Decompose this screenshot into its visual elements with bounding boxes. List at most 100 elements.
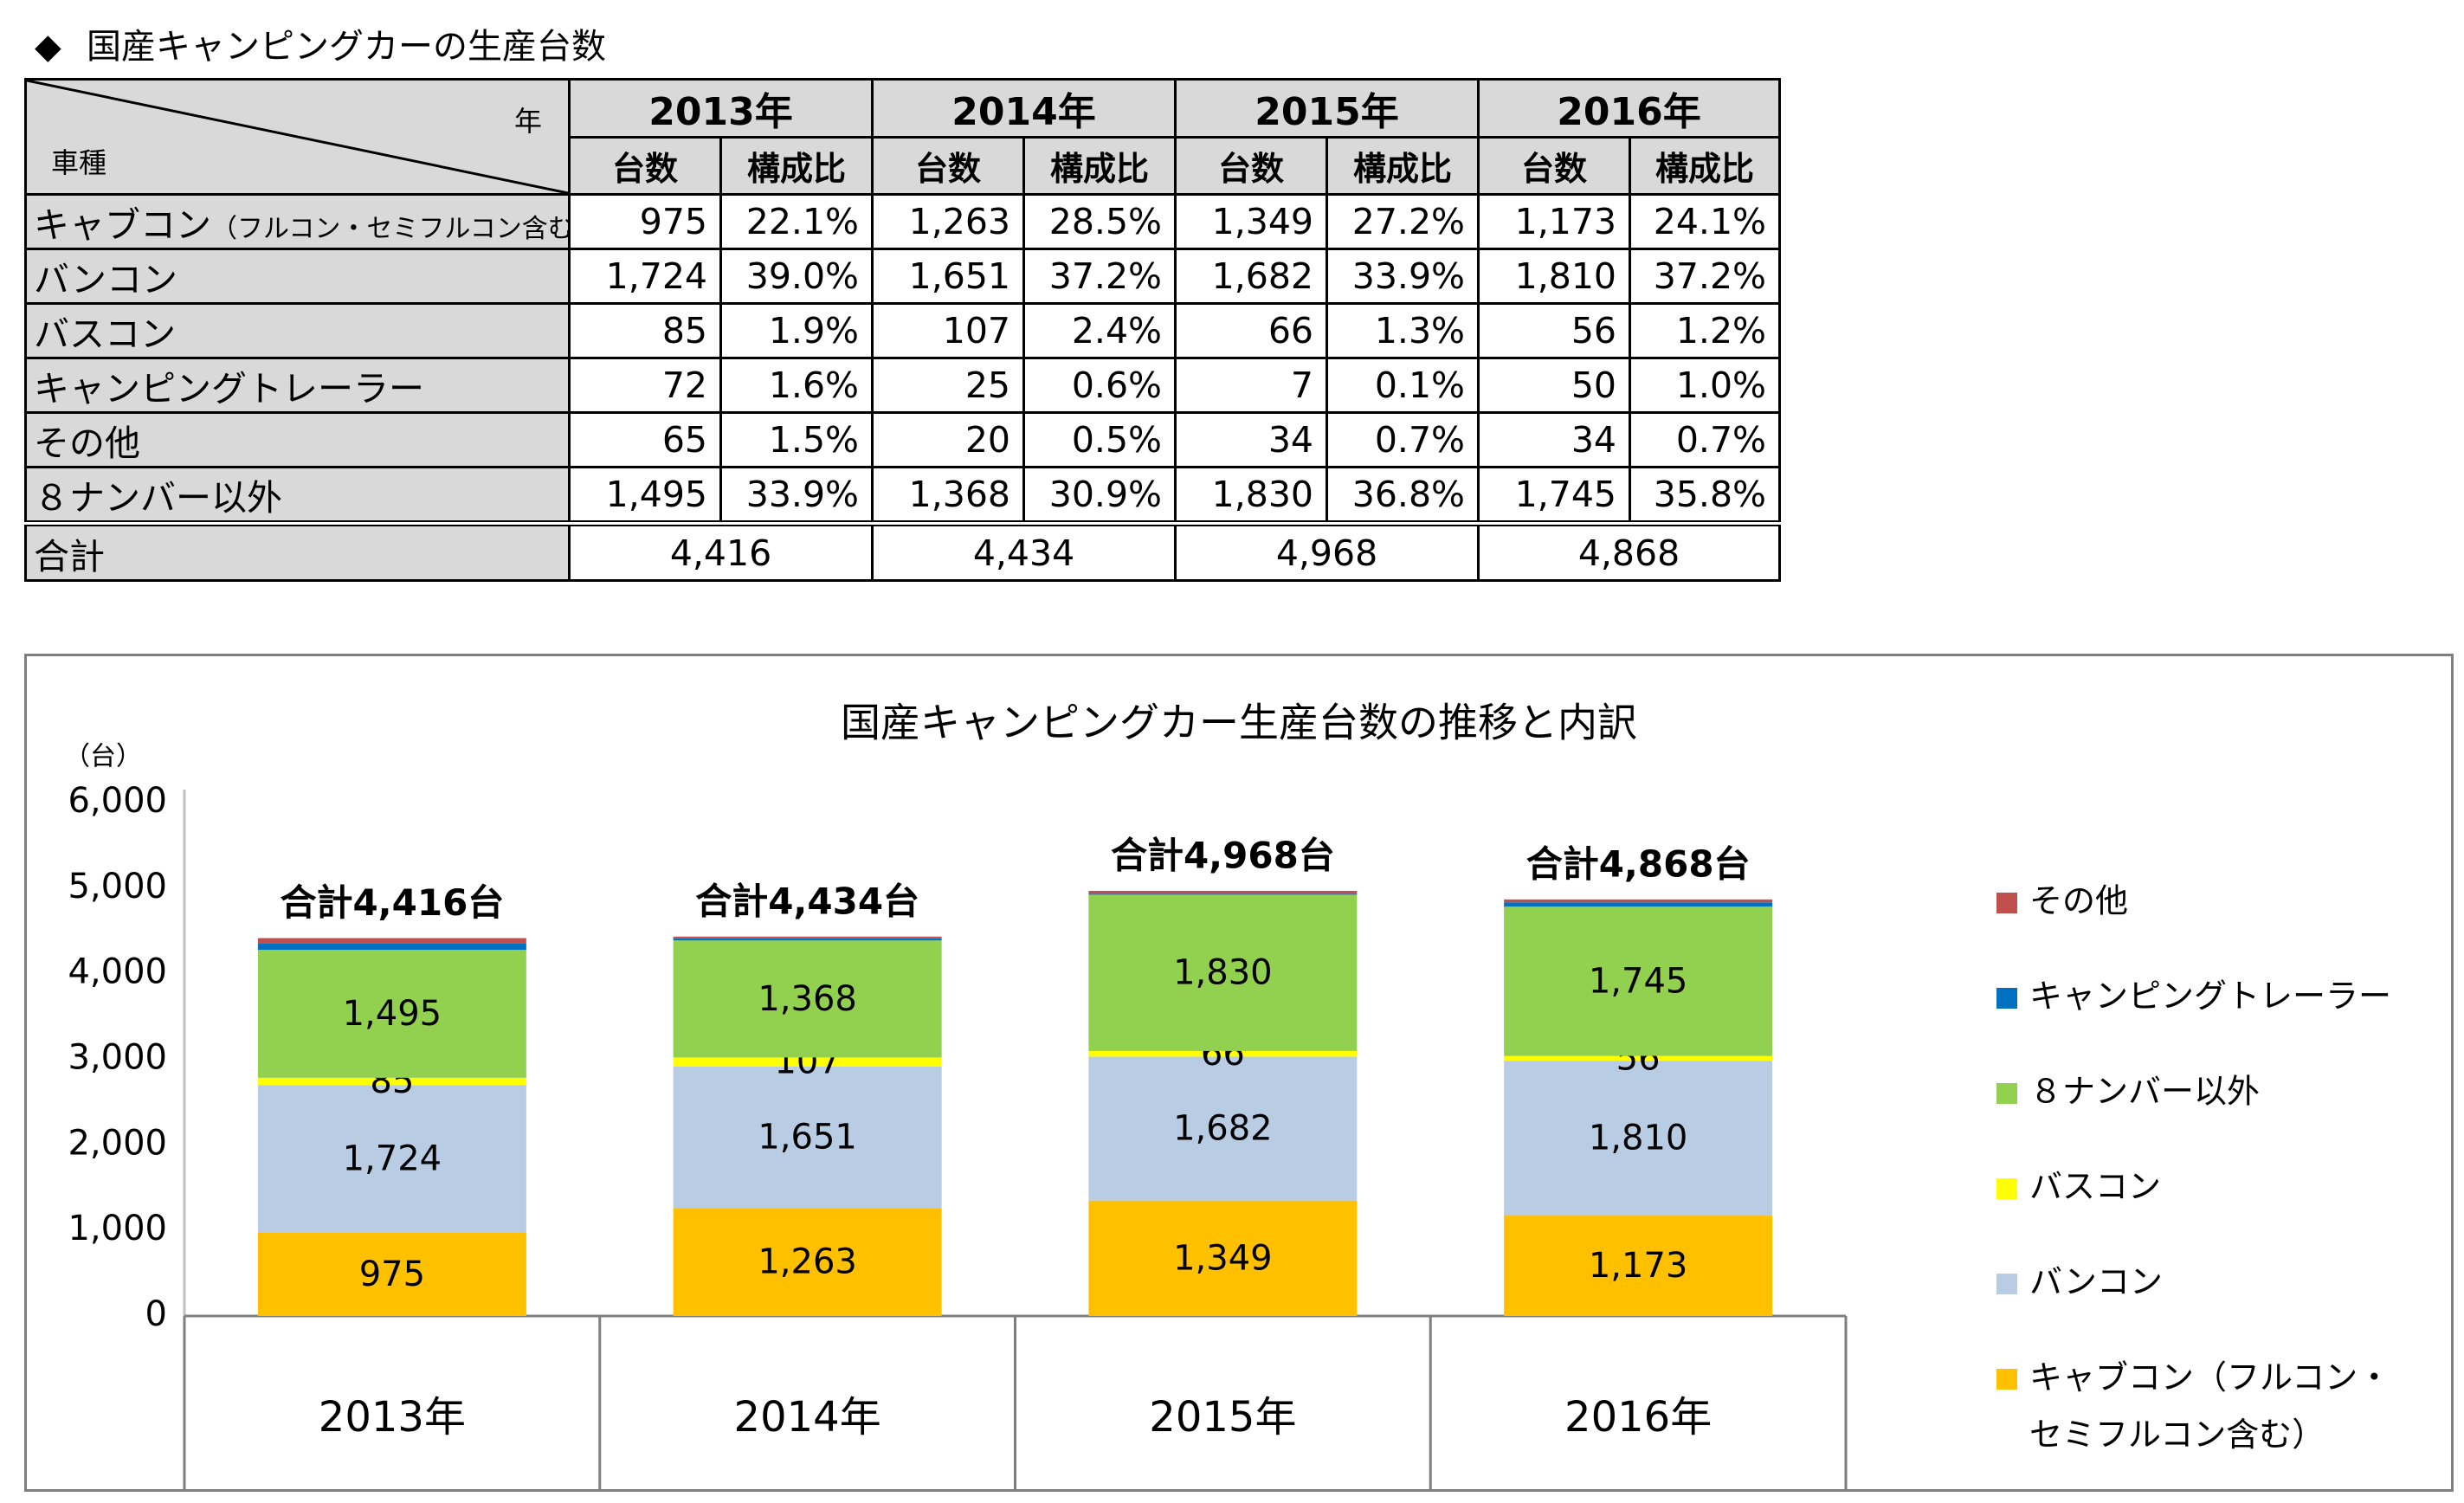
section-heading: ◆ 国産キャンピングカーの生産台数	[35, 23, 606, 71]
table-row: バンコン 1,724 39.0% 1,651 37.2% 1,682 33.9% 1,810 3…	[24, 248, 1781, 305]
table-row: その他 65 1.5% 20 0.5% 34 0.7% 34 0.7%	[24, 411, 1781, 468]
ratio-cell: 0.6%	[1022, 357, 1177, 414]
table-row: キャンピングトレーラー 72 1.6% 25 0.6% 7 0.1% 50 1.0%	[24, 357, 1781, 414]
legend-label: キャブコン（フルコン・セミフルコン含む）	[2029, 1358, 2390, 1454]
total-row: 合計 4,416 4,434 4,968 4,868	[24, 520, 1781, 582]
units-cell: 1,263	[871, 193, 1025, 250]
units-cell: 34	[1477, 411, 1631, 468]
units-cell: 1,173	[1477, 193, 1631, 250]
ratio-cell: 1.6%	[719, 357, 874, 414]
data-label: 1,651	[758, 1118, 857, 1158]
corner-type-label: 車種	[51, 146, 107, 179]
row-category-label: バスコン	[34, 313, 176, 355]
units-cell: 1,830	[1174, 466, 1328, 525]
units-cell: 1,368	[871, 466, 1025, 525]
table-row: ８ナンバー以外 1,495 33.9% 1,368 30.9% 1,830 36.8% 1,7…	[24, 466, 1781, 525]
bar-segment	[1504, 1055, 1773, 1061]
units-cell: 1,651	[871, 248, 1025, 305]
y-axis-unit-label: （台）	[64, 742, 142, 772]
chart-title: 国産キャンピングカー生産台数の推移と内訳	[841, 700, 1637, 746]
data-label: 1,495	[343, 994, 442, 1034]
ratio-header: 構成比	[1326, 136, 1480, 196]
data-label: 1,745	[1589, 961, 1688, 1001]
y-tick-label: 2,000	[68, 1123, 167, 1163]
corner-year-label: 年	[513, 105, 542, 138]
ratio-cell: 2.4%	[1022, 302, 1177, 359]
units-cell: 107	[871, 302, 1025, 359]
row-category-label: ８ナンバー以外	[34, 477, 282, 519]
row-category-cell: キャブコン（フルコン・セミフルコン含む）	[24, 193, 571, 250]
bar-segment	[1088, 1056, 1358, 1201]
units-cell: 1,682	[1174, 248, 1328, 305]
stacked-bar-chart: 国産キャンピングカー生産台数の推移と内訳 （台） 0 1,000 2,000 3,000 4…	[24, 654, 2454, 1492]
corner-diagonal-line	[28, 81, 567, 192]
row-category-label: その他	[34, 423, 140, 464]
units-cell: 975	[568, 193, 722, 250]
diamond-bullet-icon: ◆	[35, 27, 61, 67]
row-category-cell: バスコン	[24, 302, 571, 359]
data-label: 1,830	[1173, 952, 1273, 992]
bar-segment	[1504, 906, 1773, 1056]
units-cell: 56	[1477, 302, 1631, 359]
bar-segment	[1504, 902, 1773, 907]
row-category-note: （フルコン・セミフルコン含む）	[211, 214, 570, 244]
legend-label: その他	[2029, 882, 2128, 920]
bar-segment	[257, 950, 526, 1078]
ratio-cell: 1.2%	[1629, 302, 1781, 359]
ratio-cell: 0.1%	[1326, 357, 1480, 414]
heading-text: 国産キャンピングカーの生産台数	[87, 27, 606, 67]
total-label: 合計4,868台	[1526, 842, 1751, 885]
bar-segment	[1504, 1061, 1773, 1216]
ratio-cell: 0.5%	[1022, 411, 1177, 468]
total-label: 合計4,968台	[1111, 834, 1335, 876]
table-body: キャブコン（フルコン・セミフルコン含む） 975 22.1% 1,263 28.5% 1,…	[24, 193, 1781, 525]
ratio-cell: 24.1%	[1629, 193, 1781, 250]
ratio-header: 構成比	[1022, 136, 1177, 196]
table-row: バスコン 85 1.9% 107 2.4% 66 1.3% 56 1.2%	[24, 302, 1781, 359]
x-category-label: 2014年	[734, 1393, 881, 1442]
legend-swatch	[1996, 1083, 2017, 1104]
units-cell: 25	[871, 357, 1025, 414]
ratio-cell: 22.1%	[719, 193, 874, 250]
y-tick-label: 5,000	[68, 867, 167, 906]
units-header: 台数	[568, 136, 722, 196]
table-corner-cell: 年 車種	[24, 78, 571, 196]
data-label: 1,682	[1173, 1109, 1273, 1149]
data-label: 1,810	[1589, 1119, 1688, 1158]
legend-label: キャンピングトレーラー	[2029, 977, 2391, 1016]
legend-swatch	[1996, 988, 2017, 1009]
bar-segment	[257, 1232, 526, 1316]
total-label: 合計4,434台	[695, 880, 919, 922]
total-cell: 4,868	[1477, 520, 1781, 582]
data-label: 1,349	[1173, 1238, 1273, 1278]
data-label: 1,724	[343, 1139, 442, 1178]
bar-segment	[673, 1208, 942, 1316]
y-tick-label: 4,000	[68, 952, 167, 992]
bar-segment	[1088, 890, 1358, 894]
year-header: 2015年	[1174, 78, 1480, 139]
legend-swatch	[1996, 1274, 2017, 1294]
ratio-cell: 0.7%	[1629, 411, 1781, 468]
table-header-row: 年 車種 2013年 2014年 2015年 2016年	[24, 78, 1781, 196]
units-cell: 66	[1174, 302, 1328, 359]
row-category-cell: ８ナンバー以外	[24, 466, 571, 525]
bar-segment	[1088, 893, 1358, 895]
total-label: 合計4,416台	[280, 881, 504, 924]
legend-swatch	[1996, 893, 2017, 913]
bar-segment	[1504, 899, 1773, 903]
units-cell: 1,495	[568, 466, 722, 525]
ratio-header: 構成比	[1629, 136, 1781, 196]
ratio-cell: 30.9%	[1022, 466, 1177, 525]
production-table: 年 車種 2013年 2014年 2015年 2016年 台数 構成比 台数 構…	[24, 78, 1781, 582]
legend-swatch	[1996, 1369, 2017, 1390]
units-header: 台数	[1174, 136, 1328, 196]
bar-segment	[257, 1085, 526, 1233]
legend-label: ８ナンバー以外	[2029, 1073, 2260, 1111]
units-cell: 34	[1174, 411, 1328, 468]
total-label: 合計	[24, 520, 571, 582]
ratio-cell: 1.5%	[719, 411, 874, 468]
ratio-cell: 35.8%	[1629, 466, 1781, 525]
bar-segment	[257, 938, 526, 944]
bar-segment	[673, 1066, 942, 1209]
units-cell: 1,745	[1477, 466, 1631, 525]
